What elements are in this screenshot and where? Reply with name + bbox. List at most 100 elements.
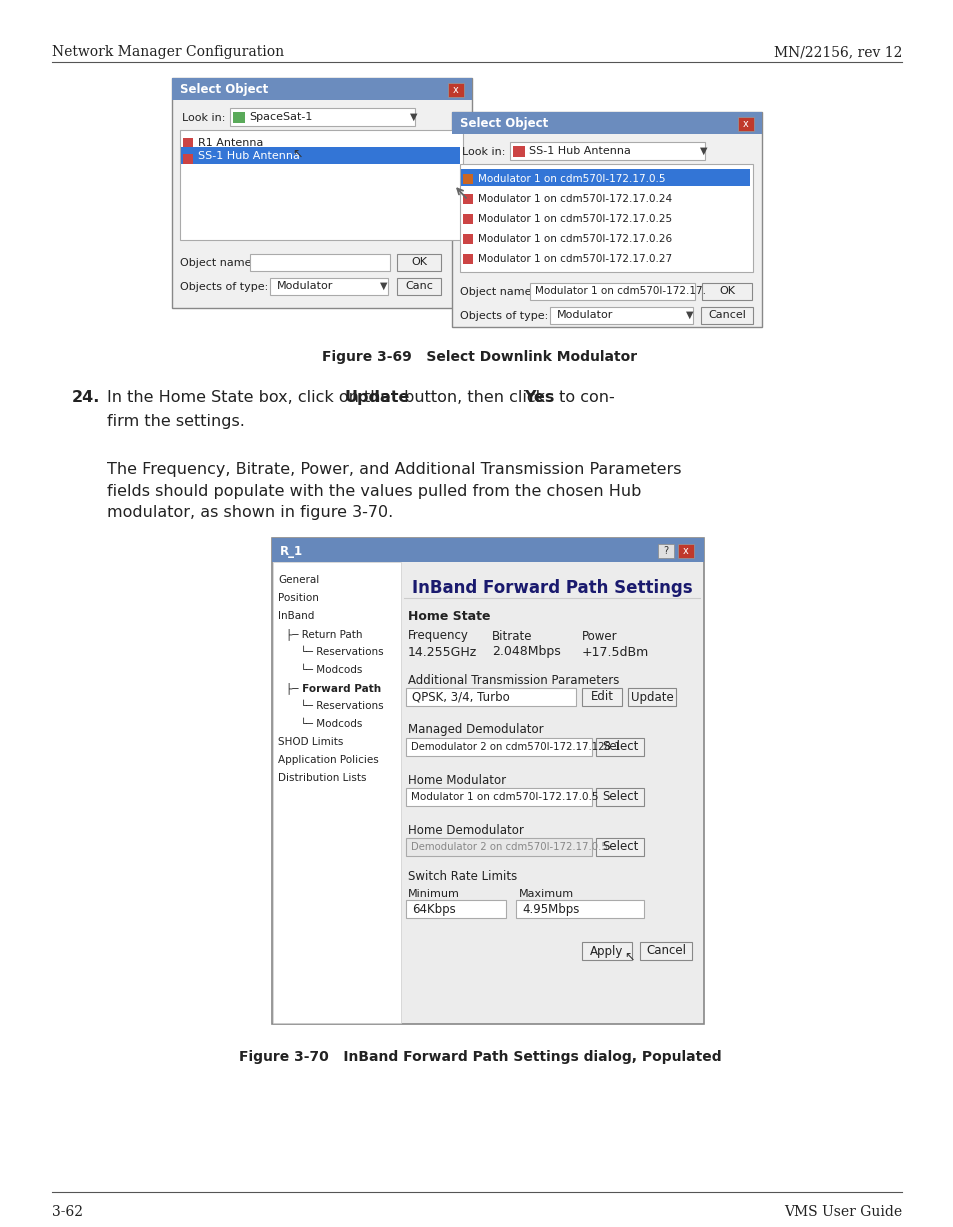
Text: x: x — [682, 546, 688, 556]
Text: Frequency: Frequency — [408, 629, 468, 643]
Bar — [396, 279, 440, 294]
Text: ▼: ▼ — [685, 310, 693, 320]
Text: Switch Rate Limits: Switch Rate Limits — [408, 870, 517, 882]
Bar — [270, 279, 388, 294]
Bar — [406, 788, 592, 806]
Text: Objects of type:: Objects of type: — [180, 282, 268, 292]
Bar — [596, 737, 643, 756]
Bar — [581, 942, 631, 960]
Text: Apply: Apply — [590, 945, 623, 957]
Bar — [581, 688, 621, 706]
Bar — [452, 112, 761, 134]
Text: Maximum: Maximum — [518, 890, 574, 899]
Bar — [406, 737, 592, 756]
Text: ▼: ▼ — [379, 281, 387, 291]
Bar — [460, 169, 749, 187]
Text: 3-62: 3-62 — [52, 1205, 83, 1218]
Bar — [510, 142, 704, 160]
Text: └─ Reservations: └─ Reservations — [294, 701, 383, 710]
Bar — [462, 213, 473, 225]
Text: ├─ Return Path: ├─ Return Path — [286, 628, 362, 640]
Bar — [250, 254, 390, 271]
Bar — [406, 838, 592, 856]
Text: Modulator 1 on cdm570l-172.17.0.26: Modulator 1 on cdm570l-172.17.0.26 — [477, 234, 672, 244]
Bar — [172, 79, 472, 308]
Text: 24.: 24. — [71, 390, 100, 405]
Bar — [230, 108, 415, 126]
Text: └─ Modcods: └─ Modcods — [294, 665, 362, 675]
Text: Select Object: Select Object — [180, 83, 268, 97]
Text: Modulator 1 on cdm570l-172.17.0.25: Modulator 1 on cdm570l-172.17.0.25 — [477, 213, 672, 225]
Bar — [452, 112, 761, 328]
Text: ↖: ↖ — [292, 147, 302, 161]
Text: 14.255GHz: 14.255GHz — [408, 645, 476, 659]
Text: Position: Position — [277, 593, 318, 602]
Text: SS-1 Hub Antenna: SS-1 Hub Antenna — [198, 151, 299, 161]
Text: Look in:: Look in: — [182, 113, 225, 123]
Bar — [183, 155, 193, 164]
Bar — [183, 137, 193, 148]
Text: └─ Modcods: └─ Modcods — [294, 719, 362, 729]
Text: Modulator 1 on cdm570l-172.17.0.5: Modulator 1 on cdm570l-172.17.0.5 — [477, 174, 665, 184]
Bar — [406, 899, 505, 918]
Bar — [462, 194, 473, 204]
Text: Object name:: Object name: — [180, 258, 254, 267]
Text: Figure 3-69   Select Downlink Modulator: Figure 3-69 Select Downlink Modulator — [322, 350, 637, 364]
Text: Home Modulator: Home Modulator — [408, 773, 506, 787]
Text: Modulator 1 on cdm570l-172.17.0.5: Modulator 1 on cdm570l-172.17.0.5 — [411, 791, 598, 802]
Bar — [678, 544, 693, 558]
Bar — [462, 174, 473, 184]
Text: Modulator 1 on cdm570l-172.17.0.24: Modulator 1 on cdm570l-172.17.0.24 — [477, 194, 672, 204]
Text: Update: Update — [345, 390, 410, 405]
Text: Canc: Canc — [405, 281, 433, 291]
Text: 4.95Mbps: 4.95Mbps — [521, 903, 578, 915]
Bar — [596, 838, 643, 856]
Text: Select: Select — [601, 790, 638, 804]
Text: OK: OK — [719, 286, 734, 296]
Text: OK: OK — [411, 256, 427, 267]
Text: Modulator: Modulator — [276, 281, 333, 291]
Text: Select: Select — [601, 840, 638, 854]
Text: Figure 3-70   InBand Forward Path Settings dialog, Populated: Figure 3-70 InBand Forward Path Settings… — [238, 1050, 720, 1064]
Text: └─ Reservations: └─ Reservations — [294, 647, 383, 656]
Bar — [180, 130, 462, 240]
Text: Cancel: Cancel — [707, 310, 745, 320]
Text: Select: Select — [601, 741, 638, 753]
Text: Power: Power — [581, 629, 617, 643]
Text: In the Home State box, click on the: In the Home State box, click on the — [107, 390, 395, 405]
Text: Additional Transmission Parameters: Additional Transmission Parameters — [408, 674, 618, 686]
Text: Object name:: Object name: — [459, 287, 535, 297]
Text: Bitrate: Bitrate — [492, 629, 532, 643]
Text: SpaceSat-1: SpaceSat-1 — [249, 112, 312, 121]
Bar — [273, 562, 400, 1023]
Text: The Frequency, Bitrate, Power, and Additional Transmission Parameters
fields sho: The Frequency, Bitrate, Power, and Addit… — [107, 463, 680, 520]
Text: Select Object: Select Object — [459, 118, 548, 130]
Text: x: x — [453, 85, 458, 94]
Bar — [272, 537, 703, 1025]
Bar — [448, 83, 463, 97]
Text: ├─ Forward Path: ├─ Forward Path — [286, 682, 381, 694]
Text: Home State: Home State — [408, 610, 490, 622]
Text: ↖: ↖ — [623, 951, 634, 963]
Text: Objects of type:: Objects of type: — [459, 310, 548, 321]
Text: Look in:: Look in: — [461, 147, 505, 157]
Bar — [406, 688, 576, 706]
Text: x: x — [742, 119, 748, 129]
Bar — [181, 147, 459, 164]
Bar — [530, 283, 695, 299]
Text: VMS User Guide: VMS User Guide — [783, 1205, 901, 1218]
Bar — [233, 112, 245, 123]
Text: SHOD Limits: SHOD Limits — [277, 737, 343, 747]
Bar — [462, 234, 473, 244]
Bar — [639, 942, 691, 960]
Text: General: General — [277, 575, 319, 585]
Text: Home Demodulator: Home Demodulator — [408, 823, 523, 837]
Text: to con-: to con- — [554, 390, 614, 405]
Text: Distribution Lists: Distribution Lists — [277, 773, 366, 783]
Bar — [272, 537, 703, 562]
Bar — [396, 254, 440, 271]
Text: Modulator 1 on cdm570l-172.17.0.27: Modulator 1 on cdm570l-172.17.0.27 — [477, 254, 672, 264]
Text: ▼: ▼ — [410, 112, 417, 121]
Bar — [459, 164, 752, 272]
Text: Edit: Edit — [590, 691, 613, 703]
